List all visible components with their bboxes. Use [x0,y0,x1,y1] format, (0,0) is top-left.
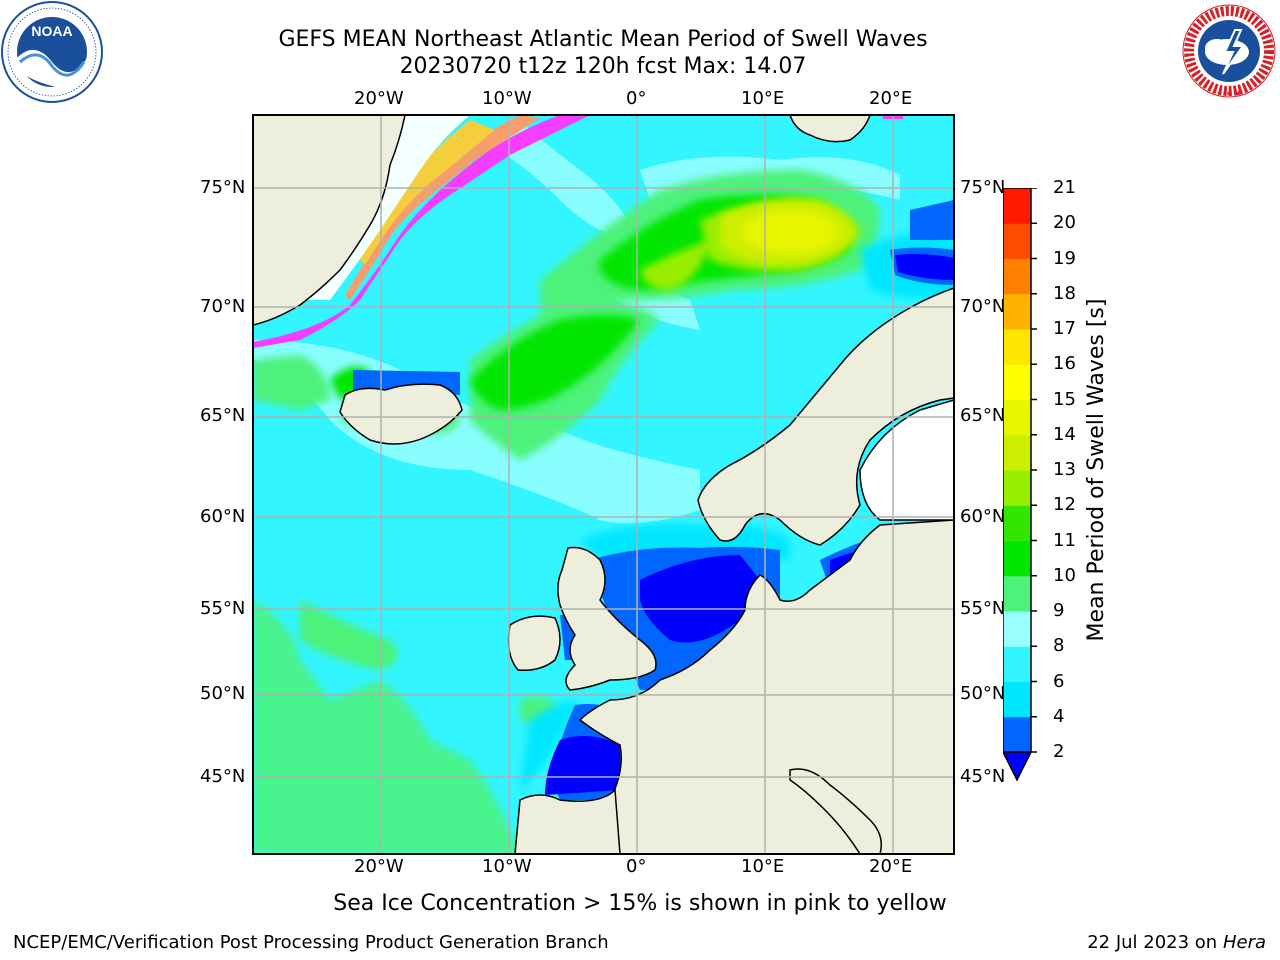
colorbar-tick-label: 13 [1053,459,1076,480]
colorbar-segment [1003,611,1031,647]
colorbar-tick-label: 12 [1053,494,1076,516]
map-frame [252,114,955,855]
colorbar-segment [1003,223,1031,259]
colorbar-segment [1003,575,1031,612]
finland-interior [859,399,954,521]
colorbar-segment [1003,364,1031,400]
lat-label-left-75n: 75°N [200,177,246,198]
lon-label-top-10e: 10°E [741,88,785,109]
ireland [507,615,561,672]
colorbar-title: Mean Period of Swell Waves [s] [1084,298,1109,642]
lon-label-bottom-10e: 10°E [741,856,785,877]
colorbar [1003,188,1037,782]
footer-host: Hera [1222,932,1266,953]
lat-label-right-55n: 55°N [960,598,1006,619]
lon-label-bottom-10w: 10°W [482,856,532,877]
iberia [514,788,621,854]
land [253,115,954,854]
colorbar-segment [1003,505,1031,541]
colorbar-segment [1003,434,1031,471]
nws-logo: ★ ★ ★ [1182,4,1276,98]
svg-text:★ ★ ★: ★ ★ ★ [1216,89,1242,98]
lat-label-left-60n: 60°N [200,506,246,527]
graticule [253,115,954,854]
colorbar-segment [1003,646,1031,682]
colorbar-tick-label: 14 [1053,423,1076,445]
iceland [339,383,463,445]
lat-label-left-45n: 45°N [200,766,246,787]
colorbar-tick-label: 21 [1053,177,1076,198]
colorbar-tick-label: 20 [1053,212,1076,234]
colorbar-segment [1003,540,1031,577]
lat-label-left-50n: 50°N [200,683,246,704]
lat-label-right-50n: 50°N [960,683,1006,704]
noaa-logo-text: NOAA [31,23,72,39]
colorbar-segment [1003,716,1031,753]
lat-label-right-45n: 45°N [960,766,1006,787]
colorbar-segment [1003,470,1031,506]
colorbar-tick-label: 8 [1053,635,1065,657]
lon-label-bottom-20w: 20°W [354,856,404,877]
map-title: GEFS MEAN Northeast Atlantic Mean Period… [278,27,928,52]
colorbar-tick-label: 15 [1053,388,1076,410]
colorbar-tick-label: 16 [1053,353,1076,375]
swell-13-14s [742,210,838,254]
colorbar-segment [1003,293,1031,330]
colorbar-tick-label: 10 [1053,564,1076,586]
colorbar-tick-label: 6 [1053,670,1065,692]
lon-label-bottom-0: 0° [626,856,647,877]
colorbar-tick-label: 4 [1053,705,1065,727]
lat-label-left-55n: 55°N [200,598,246,619]
noaa-logo: NOAA [1,1,103,103]
svalbard [789,115,871,143]
footer-date: 22 Jul 2023 on Hera [1087,932,1266,954]
greenland [253,115,406,326]
lat-label-left-65n: 65°N [200,405,246,426]
lat-label-right-60n: 60°N [960,506,1006,527]
colorbar-extend-triangle [1003,751,1033,782]
footer-date-text: 22 Jul 2023 on [1087,932,1223,953]
colorbar-tick-label: 19 [1053,247,1076,269]
colorbar-tick-label: 9 [1053,600,1065,621]
lat-label-right-75n: 75°N [960,177,1006,198]
lat-label-right-65n: 65°N [960,405,1006,426]
great-britain [557,546,657,691]
colorbar-tick-label: 17 [1053,318,1076,339]
footer-credit: NCEP/EMC/Verification Post Processing Pr… [13,932,609,953]
map-subtitle: 20230720 t12z 120h fcst Max: 14.07 [399,54,807,79]
sea-ice-note: Sea Ice Concentration > 15% is shown in … [333,891,947,916]
italy [789,768,882,854]
lat-label-right-70n: 70°N [960,296,1006,317]
lon-label-top-10w: 10°W [482,88,532,109]
colorbar-segment [1003,681,1031,718]
lon-label-top-0: 0° [626,88,647,109]
lon-label-bottom-20e: 20°E [869,856,913,877]
colorbar-segment [1003,188,1031,224]
lon-label-top-20w: 20°W [354,88,404,109]
colorbar-tick-label: 11 [1053,529,1076,551]
europe [519,287,954,854]
colorbar-segment [1003,258,1031,295]
lon-label-top-20e: 20°E [869,88,913,109]
colorbar-segment [1003,329,1031,365]
colorbar-tick-label: 18 [1053,282,1076,304]
colorbar-segment [1003,399,1031,436]
colorbar-tick-label: 2 [1053,741,1065,762]
lat-label-left-70n: 70°N [200,296,246,317]
